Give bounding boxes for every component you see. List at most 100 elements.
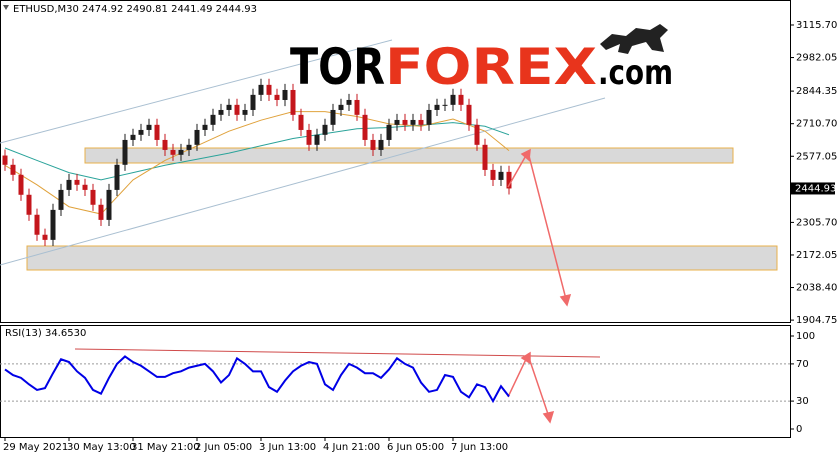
y-tick-label: 30: [796, 396, 809, 407]
candle-body: [130, 134, 136, 140]
candle-body: [266, 84, 272, 95]
x-tick-label: 31 May 21:00: [131, 442, 200, 453]
y-tick-label: 2305.70: [796, 217, 837, 228]
candle-body: [282, 89, 288, 100]
rsi-line: [4, 355, 510, 404]
candle-body: [434, 104, 440, 110]
candle-body: [138, 129, 144, 135]
watermark-text: .com: [598, 53, 673, 93]
candle-body: [306, 129, 312, 145]
x-tick-label: 29 May 2021: [3, 442, 68, 453]
candle-body: [490, 169, 496, 180]
candle-body: [218, 109, 224, 115]
candle-body: [26, 194, 32, 215]
candle-body: [202, 124, 208, 130]
x-tick-label: 2 Jun 05:00: [195, 442, 252, 453]
candle-body: [498, 171, 504, 180]
candle-body: [18, 174, 24, 195]
candle-body: [482, 144, 488, 170]
watermark-text: FOREX: [385, 38, 597, 96]
last-price-box: [791, 182, 835, 195]
candle-body: [402, 119, 408, 125]
y-tick-label: 70: [796, 359, 809, 370]
x-tick-label: 30 May 13:00: [67, 442, 136, 453]
x-tick-label: 3 Jun 13:00: [259, 442, 316, 453]
y-tick-label: 2577.05: [796, 151, 837, 162]
x-tick-label: 6 Jun 05:00: [387, 442, 444, 453]
y-tick-label: 0: [796, 424, 802, 435]
candle-body: [418, 119, 424, 125]
candle-body: [82, 184, 88, 190]
header-icon: [3, 5, 9, 10]
candle-body: [186, 144, 192, 150]
candle-body: [290, 89, 296, 115]
y-tick-label: 2844.35: [796, 86, 837, 97]
resistance-zone: [84, 147, 734, 164]
channel-line: [0, 39, 393, 144]
x-tick-label: 4 Jun 21:00: [323, 442, 380, 453]
candle-body: [98, 204, 104, 220]
y-tick-label: 100: [796, 331, 815, 342]
candle-body: [466, 104, 472, 125]
candle-body: [330, 109, 336, 125]
candle-body: [386, 124, 392, 140]
candle-body: [506, 171, 512, 189]
chart-title: ETHUSD,M30 2474.92 2490.81 2441.49 2444.…: [13, 4, 257, 15]
forecast-arrow: [507, 148, 572, 307]
candle-body: [426, 109, 432, 125]
candle-body: [42, 234, 48, 240]
candle-body: [450, 94, 456, 105]
candle-body: [154, 124, 160, 140]
candle-body: [226, 104, 232, 110]
candle-body: [442, 104, 448, 106]
candle-body: [458, 94, 464, 105]
candle-body: [354, 99, 360, 115]
candle-body: [194, 129, 200, 145]
candle-body: [58, 189, 64, 210]
candle-body: [378, 139, 384, 150]
watermark: TOR FOREX .com: [290, 24, 673, 96]
candle-body: [34, 214, 40, 235]
bull-logo: [600, 24, 668, 54]
y-tick-label: 2172.05: [796, 250, 837, 261]
candle-body: [274, 94, 280, 100]
candle-body: [106, 189, 112, 220]
candle-body: [250, 94, 256, 110]
rsi-title: RSI(13) 34.6530: [5, 328, 86, 339]
candle-body: [410, 119, 416, 125]
candle-body: [338, 104, 344, 110]
candle-body: [122, 139, 128, 165]
candle-body: [234, 104, 240, 115]
y-tick-label: 2038.40: [796, 283, 837, 294]
candle-body: [210, 114, 216, 125]
y-tick-label: 1904.75: [796, 315, 837, 326]
candle-body: [322, 124, 328, 135]
y-tick-label: 2982.05: [796, 53, 837, 64]
candle-body: [2, 155, 8, 165]
candle-body: [370, 139, 376, 150]
candle-body: [242, 109, 248, 115]
candle-body: [74, 179, 80, 185]
candle-body: [362, 114, 368, 140]
price-panel: [0, 0, 791, 323]
candle-body: [90, 189, 96, 205]
y-tick-label: 2710.70: [796, 119, 837, 130]
y-tick-label: 3115.70: [796, 20, 837, 31]
candle-body: [114, 164, 120, 190]
watermark-text: TOR: [290, 38, 385, 96]
support-zone: [26, 245, 778, 271]
price-layer: [2, 78, 512, 246]
candle-body: [178, 149, 184, 155]
candle-body: [170, 149, 176, 155]
candle-body: [66, 179, 72, 190]
rsi-forecast-arrow: [507, 351, 555, 424]
candle-body: [146, 124, 152, 130]
candle-body: [314, 134, 320, 145]
candle-body: [162, 139, 168, 150]
candle-body: [474, 124, 480, 145]
rsi-panel: [0, 325, 791, 438]
candle-body: [346, 99, 352, 105]
candle-body: [50, 209, 56, 240]
